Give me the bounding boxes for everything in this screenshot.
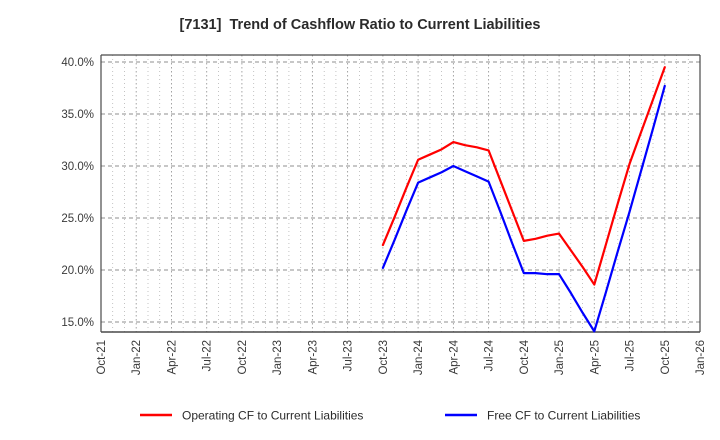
x-axis-tick-label: Apr-25 <box>589 340 601 375</box>
x-axis-tick-label: Oct-23 <box>378 340 390 375</box>
y-axis-tick-label: 20.0% <box>61 265 94 277</box>
x-axis-tick-label: Jan-25 <box>554 340 566 375</box>
x-axis-tick-label: Oct-21 <box>96 340 108 375</box>
grid-major-horizontal <box>101 61 700 323</box>
x-axis-tick-label: Apr-22 <box>167 340 179 375</box>
legend-label: Operating CF to Current Liabilities <box>182 409 363 423</box>
x-axis-tick-labels: Oct-21 Jan-22 Apr-22 Jul-22 Oct-22 Jan-23 Apr-… <box>96 339 707 375</box>
series-line <box>381 84 666 333</box>
x-axis-tick-label: Oct-24 <box>519 339 531 374</box>
y-axis-tick-label: 35.0% <box>61 109 94 121</box>
x-axis-tick-label: Jul-23 <box>343 340 355 371</box>
x-axis-tick-label: Jul-24 <box>484 339 496 371</box>
legend-label: Free CF to Current Liabilities <box>487 409 640 423</box>
chart-legend: Operating CF to Current Liabilities Free … <box>140 409 640 423</box>
y-axis-tick-label: 15.0% <box>61 317 94 329</box>
y-axis-tick-label: 40.0% <box>61 57 94 69</box>
x-axis-tick-label: Jan-22 <box>131 340 143 375</box>
x-axis-tick-label: Jan-26 <box>695 340 707 375</box>
y-axis-tick-labels: 15.0% 20.0% 25.0% 30.0% 35.0% 40.0% <box>61 57 94 329</box>
x-axis-tick-label: Jan-23 <box>272 340 284 375</box>
x-axis-tick-label: Apr-23 <box>307 340 319 375</box>
series-line <box>381 66 666 286</box>
data-series-lines <box>381 66 666 333</box>
x-axis-tick-label: Jul-22 <box>202 340 214 371</box>
x-axis-tick-label: Jul-25 <box>625 340 637 371</box>
x-axis-tick-label: Apr-24 <box>448 339 460 374</box>
x-axis-tick-label: Jan-24 <box>413 339 425 375</box>
x-axis-tick-label: Oct-25 <box>660 340 672 375</box>
page-title: [7131] Trend of Cashflow Ratio to Curren… <box>179 17 541 33</box>
y-axis-tick-label: 30.0% <box>61 161 94 173</box>
y-axis-tick-label: 25.0% <box>61 213 94 225</box>
axis-frame <box>100 54 701 333</box>
grid-minor-vertical <box>112 55 689 332</box>
x-axis-tick-label: Oct-22 <box>237 340 249 375</box>
